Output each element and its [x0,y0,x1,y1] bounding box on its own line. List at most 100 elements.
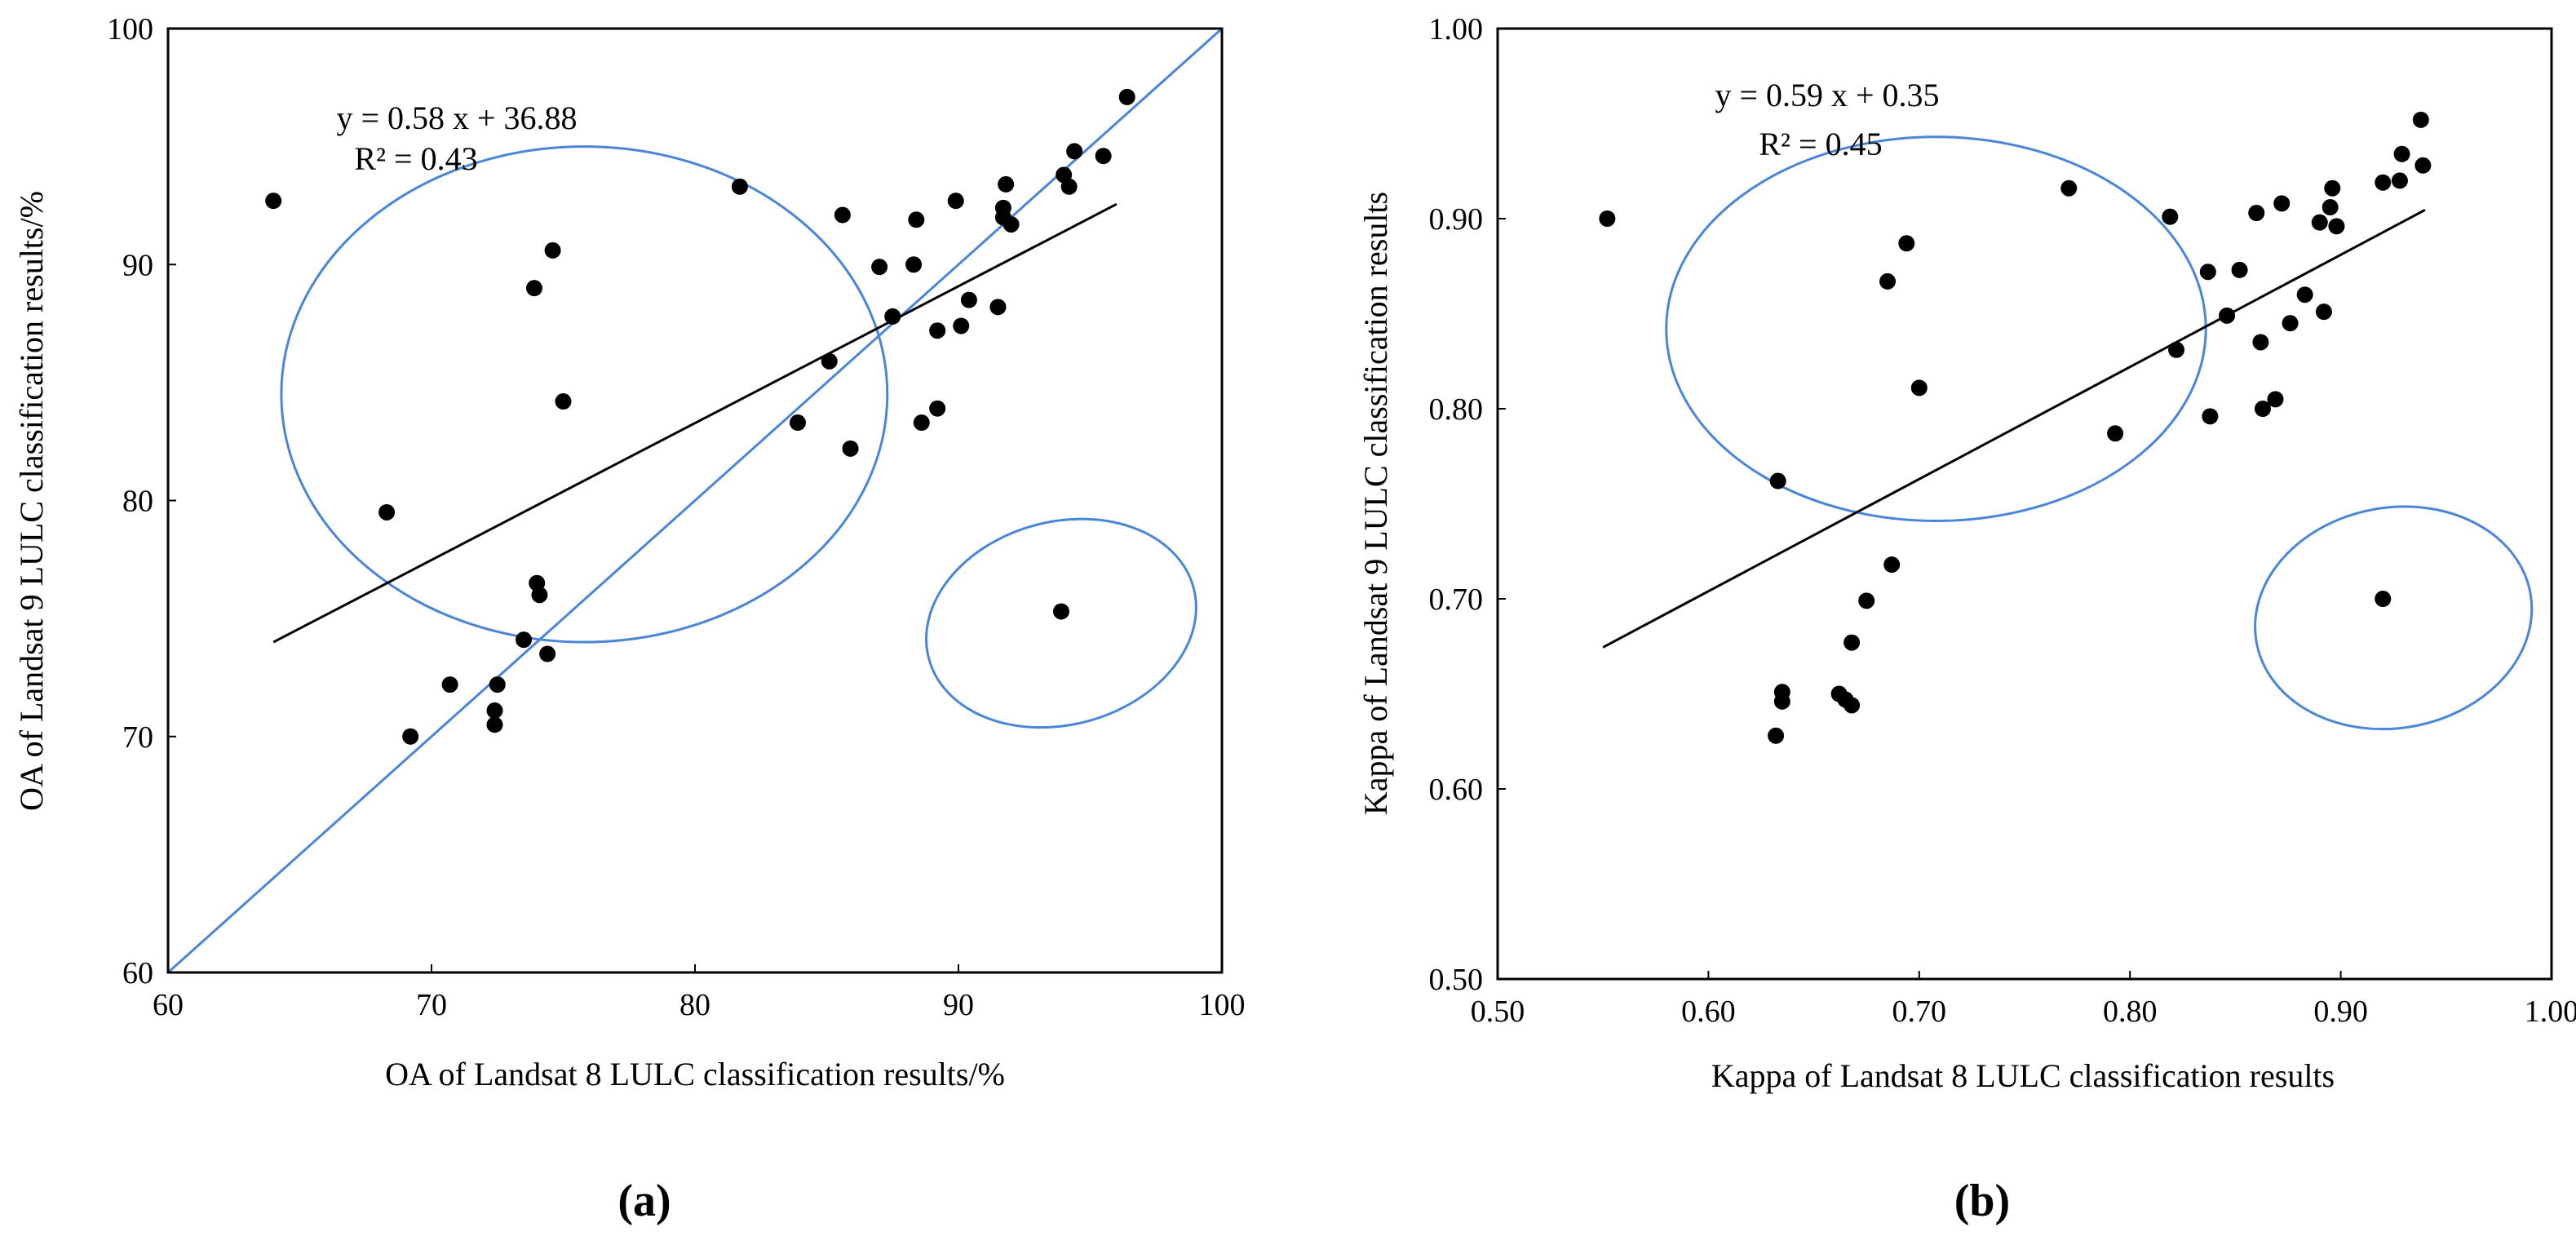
panel-b-data-point [2391,172,2408,189]
panel-a-data-point [1052,603,1069,620]
panel-a-data-point [525,280,542,297]
panel-b-data-point [1599,210,1616,227]
panel-a-data-point [265,193,282,210]
panel-b-y-tick-label: 0.80 [1429,392,1484,427]
panel-b: 0.50 0.60 0.70 0.80 0.90 1.00 0.50 0.60 0.70 0.80… [1357,12,2576,1226]
panel-b-data-point [2202,408,2219,425]
panel-b-data-point [2267,391,2284,408]
panel-b-label: (b) [1954,1176,2010,1226]
panel-a-data-point [929,400,946,417]
panel-b-x-tick-label: 0.90 [2313,995,2368,1029]
panel-b-regression-line [1602,208,2426,649]
panel-a-data-point [1003,216,1020,233]
panel-b-data-point [2412,111,2429,128]
panel-a-data-point [929,322,946,339]
panel-a-data-point [486,716,503,733]
panel-b-y-axis-title: Kappa of Landsat 9 LULC classification r… [1357,192,1394,815]
panel-b-data-point [2162,208,2179,225]
panel-b-x-axis-title: Kappa of Landsat 8 LULC classification r… [1711,1057,2335,1094]
panel-b-x-tick-label: 0.80 [2103,995,2158,1029]
panel-b-marks: 0.50 0.60 0.70 0.80 0.90 1.00 0.50 0.60 0.70 0.80… [1429,12,2576,1029]
panel-b-data-point [2311,214,2328,231]
panel-a-data-point [960,291,977,308]
panel-a-data-point [731,178,748,195]
panel-b-y-tick-label: 0.70 [1429,583,1484,617]
panel-a-data-point [821,352,838,370]
panel-a-y-tick-label: 80 [122,485,153,519]
panel-a-data-point [842,440,859,457]
panel-b-data-point [1843,634,1861,651]
panel-b-data-point [1769,472,1786,490]
panel-b-data-point [1768,727,1785,744]
panel-a-data-point [486,702,503,719]
panel-b-data-point [2107,425,2124,442]
panel-b-data-point [1879,272,1897,290]
panel-a-data-point [905,256,923,273]
panel-a-data-point [998,175,1015,193]
panel-a-plot-frame [166,27,1224,974]
panel-b-x-tick-label: 1.00 [2525,995,2576,1029]
panel-b-data-point [2375,174,2392,191]
panel-a-r2: R² = 0.43 [354,140,477,177]
panel-a-data-point [544,241,561,259]
panel-a-x-tick-label: 80 [679,988,710,1022]
panel-a-data-point [531,587,548,604]
panel-b-data-point [2252,334,2269,351]
panel-a-data-point [908,211,925,228]
panel-a-data-point [1118,88,1135,105]
panel-a-x-tick-label: 100 [1199,988,1246,1022]
panel-a-data-point [516,631,533,649]
panel-b-y-tick-label: 0.50 [1429,963,1484,997]
panel-a-data-point [913,414,930,432]
panel-b-data-point [1910,379,1928,396]
panel-b-data-point [2060,179,2078,197]
panel-b-data-point [2315,303,2332,321]
panel-a-y-tick-label: 100 [107,12,153,47]
panel-b-data-point [2248,205,2265,222]
panel-a-y-tick-label: 70 [122,720,153,755]
panel-b-data-point [2254,401,2271,417]
panel-b-data-point [2328,218,2345,235]
panel-a-data-point [871,259,888,276]
panel-b-data-point [2321,199,2339,216]
panel-a-data-point [789,414,806,432]
panel-b-data-point [1883,556,1901,574]
panel-a-data-point [489,676,506,693]
panel-a-x-tick-label: 60 [153,988,184,1022]
panel-a-data-point [834,206,851,224]
panel-b-y-tick-label: 0.90 [1429,202,1484,237]
panel-a-data-point [947,193,964,210]
panel-b-data-point [2199,264,2216,281]
panel-a: 60 70 80 90 100 60 70 80 90 100 y = 0.58 x + 36.8… [13,12,1246,1226]
panel-a-highlight-ellipse [925,517,1197,729]
panel-b-data-point [2375,591,2392,607]
panel-a-y-tick-label: 90 [122,248,153,282]
panel-b-data-point [1773,693,1790,710]
panel-b-data-point [2414,157,2432,174]
panel-b-data-point [2282,315,2299,332]
panel-a-regression-line [272,202,1118,644]
panel-b-data-point [2324,179,2341,197]
panel-a-data-point [555,393,572,410]
panel-b-equation: y = 0.59 x + 0.35 [1715,77,1939,113]
panel-a-equation: y = 0.58 x + 36.88 [336,100,577,136]
panel-a-marks: 60 70 80 90 100 60 70 80 90 100 [107,12,1246,1022]
panel-b-data-point [1843,697,1861,714]
panel-b-x-tick-label: 0.50 [1471,995,1525,1029]
panel-a-x-tick-label: 90 [943,988,974,1022]
panel-a-data-point [953,317,970,334]
panel-b-x-tick-label: 0.60 [1681,995,1736,1029]
panel-b-highlight-ellipse [2254,505,2534,731]
panel-b-data-point [2231,261,2248,278]
panel-a-data-point [378,503,396,521]
panel-b-y-tick-label: 0.60 [1429,773,1484,807]
panel-a-data-point [441,676,458,693]
panel-b-y-tick-label: 1.00 [1429,12,1484,47]
panel-a-data-point [402,728,419,745]
panel-b-data-point [1898,235,1915,252]
panel-a-y-tick-label: 60 [122,956,153,990]
panel-a-data-point [989,299,1007,316]
panel-a-x-tick-label: 70 [416,988,447,1022]
panel-b-data-point [2393,145,2410,162]
